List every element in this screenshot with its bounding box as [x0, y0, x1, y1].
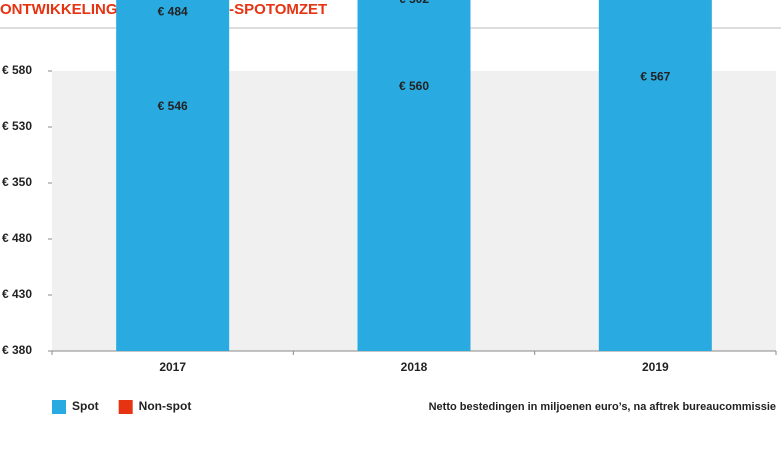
y-tick-label: € 350 — [2, 175, 32, 189]
legend-label: Spot — [72, 399, 99, 413]
legend-label: Non-spot — [139, 399, 192, 413]
total-label: € 560 — [399, 79, 429, 93]
y-tick-label: € 430 — [2, 287, 32, 301]
bar-segment — [357, 0, 471, 351]
footnote: Netto bestedingen in miljoenen euro’s, n… — [429, 401, 776, 413]
value-label: € 502 — [399, 0, 429, 6]
bar-segment — [116, 0, 230, 351]
y-tick-label: € 580 — [2, 63, 32, 77]
y-tick-label: € 480 — [2, 231, 32, 245]
legend-swatch — [52, 400, 66, 414]
value-label: € 508 — [640, 0, 670, 2]
x-tick-label: 2018 — [401, 360, 428, 374]
total-label: € 567 — [640, 69, 670, 83]
y-tick-label: € 380 — [2, 343, 32, 357]
bar-segment — [598, 0, 712, 351]
y-tick-label: € 530 — [2, 119, 32, 133]
x-tick-label: 2019 — [642, 360, 669, 374]
x-tick-label: 2017 — [159, 360, 186, 374]
legend-swatch — [118, 400, 133, 414]
total-label: € 546 — [158, 99, 188, 113]
value-label: € 484 — [158, 4, 188, 18]
